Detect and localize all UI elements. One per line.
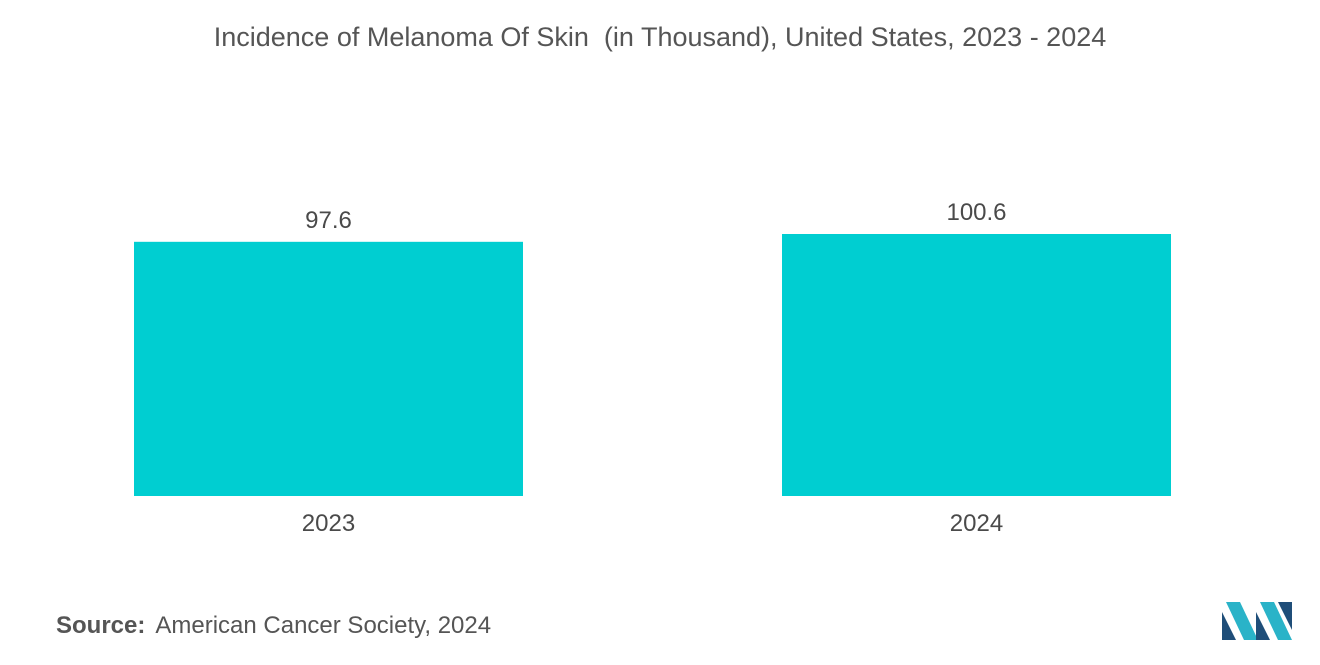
- source-text: American Cancer Society, 2024: [155, 612, 492, 639]
- x-tick-label-2023: 2023: [302, 510, 355, 537]
- chart-title: Incidence of Melanoma Of Skin (in Thousa…: [213, 22, 1107, 52]
- x-tick-label-2024: 2024: [950, 510, 1003, 537]
- brand-logo-icon: [1222, 602, 1292, 640]
- bar-2023: [134, 241, 523, 496]
- bar-value-label-2024: 100.6: [946, 199, 1006, 226]
- bar-value-label-2023: 97.6: [305, 207, 352, 234]
- bar-2024: [782, 234, 1171, 496]
- source-label: Source:: [56, 612, 146, 639]
- source-note: Source: American Cancer Society, 2024: [56, 612, 491, 640]
